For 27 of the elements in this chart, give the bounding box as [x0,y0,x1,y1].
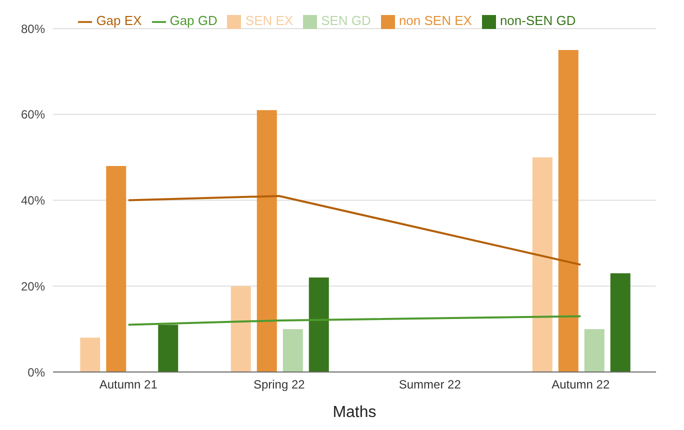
bar [80,338,100,372]
bar [256,110,277,372]
legend-label: SEN GD [321,13,371,28]
x-tick-label: Spring 22 [253,378,306,392]
bar [584,329,604,372]
legend-label: non-SEN GD [500,13,576,28]
bar [610,273,630,372]
bar [106,166,126,372]
y-tick-label: 0% [28,365,46,380]
x-tick-label: Autumn 22 [552,378,610,392]
y-tick-label: 60% [20,108,46,122]
x-axis-title: Maths [332,404,376,421]
y-tick-label: 20% [20,279,46,294]
bar [282,329,303,372]
bar [230,286,251,372]
bar [532,157,552,372]
x-tick-label: Summer 22 [398,378,462,392]
legend-label: Gap GD [170,13,218,28]
legend-label: Gap EX [96,13,142,28]
bar [158,324,178,372]
y-tick-label: 40% [20,194,46,208]
legend-label: non SEN EX [398,13,472,28]
x-tick-label: Autumn 21 [99,378,158,392]
y-tick-label: 80% [20,22,46,36]
bar [558,50,578,372]
legend-label: SEN EX [245,13,294,28]
bar [308,278,329,372]
